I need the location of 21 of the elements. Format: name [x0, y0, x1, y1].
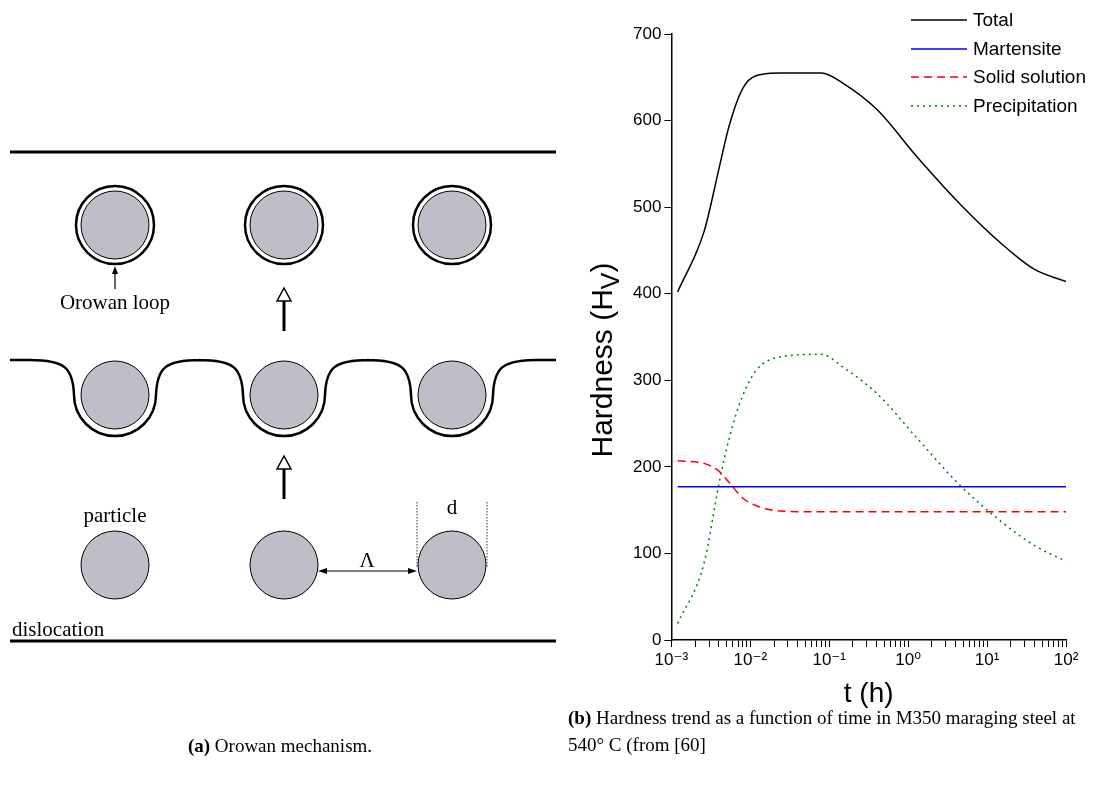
x-tick-label: 10⁻³ [654, 649, 689, 669]
y-tick-label: 600 [632, 110, 662, 130]
text: (b) Hardness trend as a function of time in M350 maraging steel at 540° C (from [60] [568, 707, 1077, 757]
legend-label: Martensite [972, 37, 1062, 60]
y-tick-label: 500 [632, 196, 662, 216]
y-tick-label: 700 [632, 23, 662, 43]
legend-label: Solid solution [972, 66, 1086, 89]
x-axis-title: t (h) [843, 676, 894, 708]
y-tick-label: 400 [632, 283, 662, 303]
x-tick-label: 10¹ [974, 649, 1000, 669]
x-tick-label: 10⁰ [895, 649, 922, 669]
text: (a) Orowan mechanism. [186, 734, 374, 758]
y-tick-label: 0 [651, 629, 662, 649]
y-tick-label: 300 [632, 369, 662, 389]
legend-label: Precipitation [972, 94, 1078, 117]
legend-label: Total [972, 9, 1014, 32]
x-tick-label: 10² [1053, 649, 1079, 669]
x-tick-label: 10⁻² [733, 649, 768, 669]
y-tick-label: 200 [632, 456, 662, 476]
y-tick-label: 100 [632, 543, 662, 563]
x-tick-label: 10⁻¹ [812, 649, 847, 669]
